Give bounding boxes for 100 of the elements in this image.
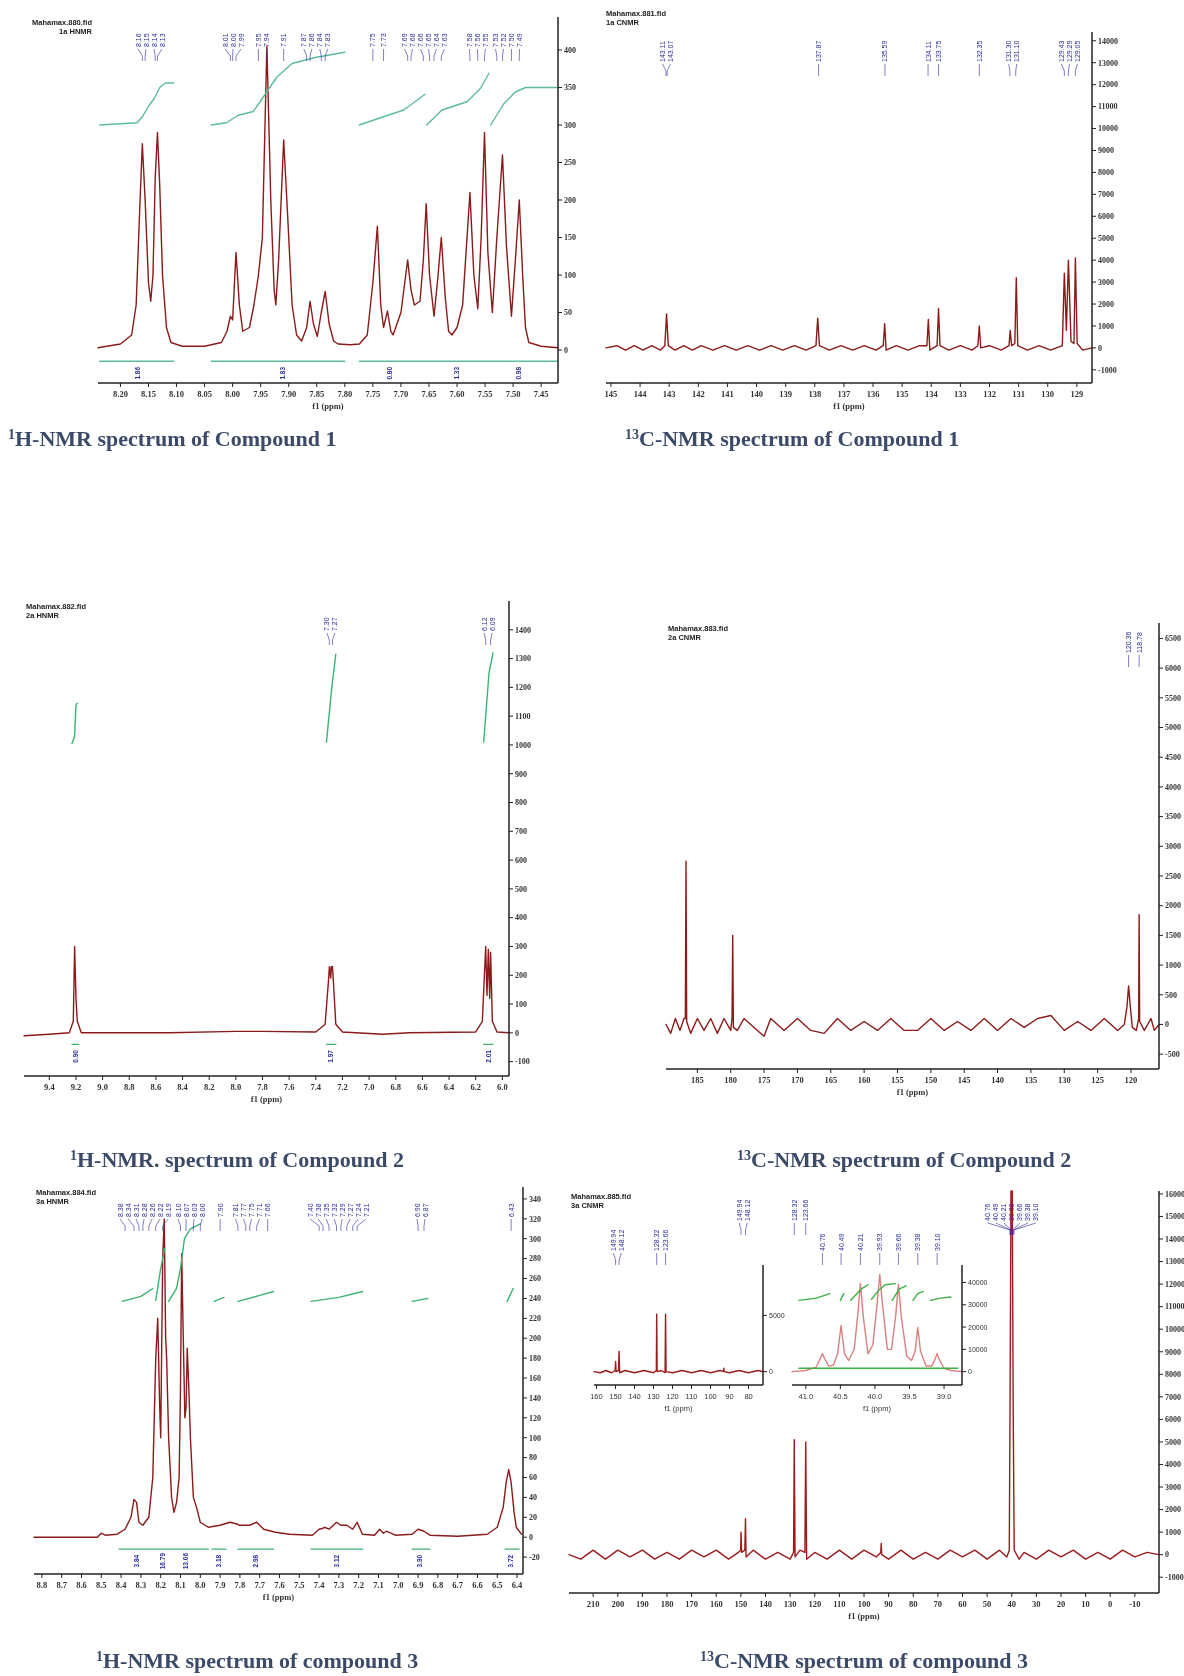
y-tick-label: 3000 [1165,1482,1181,1492]
line-series [568,1190,1160,1560]
x-tick-label: 150 [734,1599,748,1609]
x-tick-label: 7.90 [281,389,297,399]
x-tick-label: 7.75 [365,389,381,399]
x-tick-label: 6.6 [472,1580,483,1590]
x-tick-label: 7.8 [234,1580,246,1590]
line-series [167,1223,201,1303]
line-series [23,945,510,1037]
x-tick-label: 8.0 [230,1082,242,1092]
x-tick-label: 8.3 [135,1580,147,1590]
x-tick-label: 9.2 [70,1082,82,1092]
y-tick-label: 220 [529,1314,541,1324]
line-series [33,1218,523,1538]
x-tick-label: 8.8 [36,1580,48,1590]
y-tick-label: 3000 [1098,277,1114,287]
y-tick-label: 4000 [1165,1460,1181,1470]
y-tick-label: 250 [564,158,576,168]
x-tick-label: 120 [808,1599,822,1609]
x-tick-label: 135 [895,389,909,399]
y-tick-label: -1000 [1098,365,1117,375]
x-tick-label: 160 [709,1599,723,1609]
y-tick-label: 13000 [1165,1257,1184,1267]
y-tick-label: 16000 [1165,1189,1184,1199]
x-tick-label: 170 [685,1599,698,1609]
line-series [358,93,426,126]
x-tick-label: 7.55 [477,389,493,399]
x-tick-label: 20 [1056,1599,1066,1609]
x-tick-label: 7.85 [309,389,325,399]
y-tick-label: 60 [529,1473,537,1483]
y-tick-label: 2500 [1165,871,1181,881]
x-tick-label: 7.45 [533,389,549,399]
x-tick-label: 40 [1007,1599,1016,1609]
x-tick-label: 130 [783,1599,797,1609]
y-tick-label: 1500 [1165,931,1181,941]
line-series [71,702,78,745]
x-tick-label: 8.7 [56,1580,68,1590]
y-tick-label: 0 [1165,1550,1169,1560]
x-tick-label: 129 [1070,389,1084,399]
x-tick-label: 80 [909,1599,918,1609]
y-tick-label: 12000 [1098,80,1118,90]
x-tick-label: 7.60 [449,389,465,399]
x-tick-label: 6.2 [470,1082,481,1092]
line-series [97,45,559,349]
x-axis-title: f1 (ppm) [833,401,865,411]
x-tick-label: 30 [1032,1599,1041,1609]
x-tick-label: 7.6 [274,1580,285,1590]
x-tick-label: 60 [958,1599,967,1609]
x-tick-label: 8.15 [141,389,156,399]
y-tick-label: 350 [564,83,576,93]
y-tick-label: 50 [564,308,572,318]
y-tick-label: 9000 [1098,146,1114,156]
x-tick-label: 8.6 [150,1082,162,1092]
y-tick-label: 4500 [1165,753,1181,763]
x-tick-label: 145 [957,1075,971,1085]
x-tick-label: 9.4 [44,1082,56,1092]
x-tick-label: 8.0 [194,1580,206,1590]
x-tick-label: 7.3 [333,1580,345,1590]
y-tick-label: 300 [564,120,576,130]
y-tick-label: 8000 [1165,1370,1181,1380]
y-tick-label: 13000 [1098,58,1118,68]
x-tick-label: 120 [1124,1075,1138,1085]
x-tick-label: 8.5 [96,1580,107,1590]
y-tick-label: 20 [529,1513,537,1523]
y-tick-label: 6000 [1098,212,1114,222]
x-tick-label: 7.2 [353,1580,364,1590]
x-tick-label: 200 [611,1599,625,1609]
y-tick-label: 280 [529,1254,541,1264]
y-tick-label: 1100 [515,711,531,721]
y-tick-label: 6000 [1165,1415,1181,1425]
line-series [210,51,346,126]
x-axis-title: f1 (ppm) [262,1592,295,1602]
y-tick-label: 40 [529,1493,537,1503]
y-tick-label: 340 [529,1194,541,1204]
x-tick-label: 8.05 [197,389,213,399]
y-tick-label: 0 [1165,1020,1169,1030]
y-tick-label: 0 [1098,343,1102,353]
x-tick-label: 8.8 [123,1082,135,1092]
y-tick-label: 1300 [515,654,531,664]
x-tick-label: 137 [837,389,852,399]
x-tick-label: 7.8 [257,1082,268,1092]
y-tick-label: 5000 [1098,234,1114,244]
y-tick-label: 11000 [1165,1302,1184,1312]
y-tick-label: 0 [564,345,568,355]
y-tick-label: 1000 [515,740,531,750]
y-tick-label: 11000 [1098,102,1118,112]
x-tick-label: 130 [1057,1075,1071,1085]
y-tick-label: 700 [515,827,527,837]
y-tick-label: 80 [529,1453,537,1463]
x-tick-label: 8.2 [203,1082,215,1092]
y-tick-label: 800 [515,798,527,808]
line-series [665,860,1160,1038]
x-tick-label: 145 [604,389,618,399]
x-tick-label: 136 [866,389,880,399]
y-tick-label: 14000 [1098,36,1118,46]
text: $^{1}$H-NMR spectrum of compound 3 [96,1648,419,1673]
x-tick-label: 134 [924,389,939,399]
y-tick-label: 7000 [1165,1392,1181,1402]
y-tick-label: 400 [515,913,527,923]
x-tick-label: 7.0 [392,1580,404,1590]
